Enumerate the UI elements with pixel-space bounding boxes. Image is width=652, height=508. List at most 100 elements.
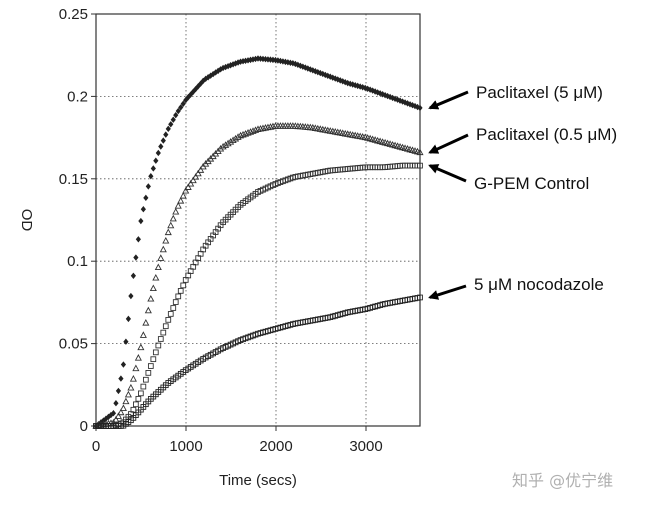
y-tick-label: 0.2 <box>67 88 88 105</box>
annotation-arrow <box>428 284 467 300</box>
data-point <box>302 64 308 71</box>
data-point <box>189 176 197 184</box>
data-point <box>187 179 195 187</box>
data-point <box>130 272 136 279</box>
data-point <box>184 183 192 190</box>
data-point <box>305 65 311 72</box>
data-point <box>163 131 169 138</box>
data-point <box>175 293 182 300</box>
data-point <box>307 66 313 73</box>
data-point <box>155 149 161 157</box>
data-point <box>387 93 393 101</box>
data-point <box>290 60 296 67</box>
data-point <box>165 317 172 323</box>
data-point <box>247 56 254 64</box>
data-point <box>122 397 130 405</box>
axis-ticks: 0 0.05 0.1 0.15 0.2 0.25 0 1000 2000 3000 <box>59 6 383 455</box>
data-point <box>256 124 265 132</box>
data-point <box>175 107 181 115</box>
data-point <box>217 144 225 152</box>
series-1 <box>92 122 424 429</box>
data-point <box>370 87 376 94</box>
data-point <box>155 342 162 349</box>
data-point <box>269 122 277 130</box>
data-point <box>365 85 371 92</box>
data-point <box>404 100 411 107</box>
data-point <box>124 390 132 398</box>
data-point <box>402 99 408 106</box>
annotation-arrow <box>428 90 469 110</box>
data-point <box>230 61 236 68</box>
data-point <box>210 70 216 78</box>
data-point <box>249 127 257 134</box>
data-point <box>125 315 131 323</box>
data-point <box>315 68 321 76</box>
data-point <box>132 364 140 372</box>
data-point <box>417 104 423 112</box>
data-point <box>222 141 230 148</box>
data-point <box>153 157 159 164</box>
data-point <box>119 404 127 412</box>
y-tick-label: 0 <box>80 418 88 435</box>
y-axis-label: OD <box>18 209 35 232</box>
data-point <box>244 129 252 136</box>
data-point <box>185 94 191 101</box>
data-point <box>135 395 142 402</box>
data-point <box>287 59 293 66</box>
data-point <box>120 361 127 368</box>
data-point <box>375 89 381 96</box>
y-tick-label: 0.1 <box>67 253 88 270</box>
data-point <box>170 116 176 123</box>
data-point <box>277 57 284 65</box>
data-point <box>157 336 164 342</box>
data-point <box>110 410 117 417</box>
data-point <box>139 331 147 338</box>
data-point <box>297 62 303 69</box>
data-point <box>213 69 219 76</box>
data-point <box>118 375 124 382</box>
data-point <box>280 58 286 65</box>
grid <box>96 14 420 426</box>
data-point <box>245 57 251 64</box>
data-point <box>167 311 174 317</box>
data-point <box>117 408 125 416</box>
data-point <box>165 125 171 133</box>
data-point <box>159 245 167 253</box>
data-point <box>382 91 388 99</box>
data-point <box>147 363 154 369</box>
annotation-label: Paclitaxel (5 μM) <box>476 83 603 102</box>
data-point <box>399 98 406 105</box>
data-point <box>114 412 122 419</box>
annotation-arrow <box>428 164 467 183</box>
data-point <box>232 60 239 67</box>
data-point <box>160 137 166 144</box>
data-point <box>317 69 323 77</box>
data-point <box>173 111 179 119</box>
annotations: Paclitaxel (5 μM) Paclitaxel (0.5 μM) G-PE… <box>428 83 617 300</box>
series-3 <box>93 294 423 429</box>
data-point <box>251 126 260 133</box>
data-point <box>380 91 386 98</box>
data-point <box>229 136 237 144</box>
data-point <box>142 376 149 383</box>
data-point <box>254 125 262 133</box>
data-point <box>322 71 328 79</box>
data-point <box>320 70 326 78</box>
data-point <box>372 88 378 95</box>
data-point <box>385 92 391 100</box>
data-point <box>113 400 119 407</box>
data-point <box>115 387 122 395</box>
data-point <box>127 383 135 391</box>
data-point <box>300 63 306 70</box>
data-point <box>285 59 291 66</box>
data-point <box>367 86 373 93</box>
watermark: 知乎 @优宁维 <box>512 471 613 490</box>
plot-frame <box>95 13 421 427</box>
data-point <box>138 390 144 397</box>
data-point <box>194 169 202 177</box>
data-point <box>180 100 186 107</box>
data-point <box>128 292 134 300</box>
x-axis-label: Time (secs) <box>219 472 297 489</box>
data-point <box>264 123 272 131</box>
series-0 <box>93 55 423 430</box>
